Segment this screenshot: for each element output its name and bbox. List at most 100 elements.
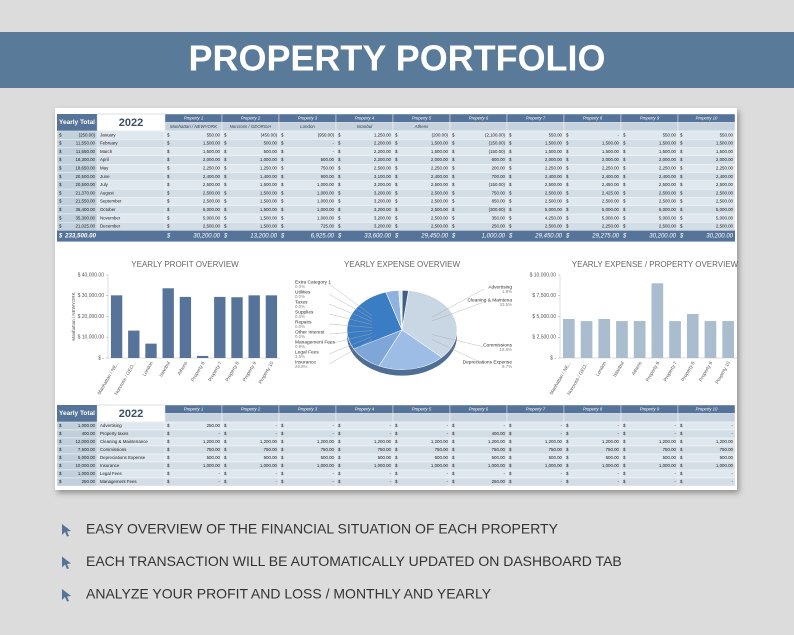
cell-value: 5,000.00 xyxy=(716,215,734,220)
currency-symbol: $ xyxy=(680,479,683,484)
currency-symbol: $ xyxy=(338,471,341,476)
property-name: Property 1 xyxy=(184,406,203,411)
cell-value: - xyxy=(333,141,335,146)
property-total: 29,450.00 xyxy=(420,234,448,240)
currency-symbol: $ xyxy=(680,132,683,137)
currency-symbol: $ xyxy=(224,207,227,212)
cell-value: 5,000.00 xyxy=(716,207,734,212)
currency-symbol: $ xyxy=(59,149,62,154)
cell-value: 2,000.00 xyxy=(716,157,734,162)
currency-symbol: $ xyxy=(622,234,627,240)
currency-symbol: $ xyxy=(623,149,626,154)
currency-symbol: $ xyxy=(452,141,455,146)
property-total: 30,200.00 xyxy=(193,234,220,240)
property-location: Istanbul xyxy=(357,124,373,129)
cell-value: 2,450.00 xyxy=(602,182,620,187)
pie-value-label: 33.5% xyxy=(500,302,513,307)
cell-value: 750.00 xyxy=(321,447,335,452)
currency-symbol: $ xyxy=(338,149,341,154)
currency-symbol: $ xyxy=(224,224,227,229)
currency-symbol: $ xyxy=(59,447,62,452)
currency-symbol: $ xyxy=(395,199,398,204)
cell-value: - xyxy=(732,479,734,484)
bullet-text: ANALYZE YOUR PROFIT AND LOSS / MONTHLY A… xyxy=(86,586,492,602)
property-location-cell xyxy=(677,122,736,132)
row-label: Insurance xyxy=(100,463,120,468)
cell-value: - xyxy=(618,423,620,428)
bar xyxy=(722,321,734,358)
cell-value: 5,000.00 xyxy=(203,215,221,220)
property-name: Property 9 xyxy=(640,406,660,411)
cell-value: 2,500.00 xyxy=(545,199,563,204)
property-location-cell xyxy=(620,413,679,423)
bullet-icon xyxy=(62,524,71,537)
currency-symbol: $ xyxy=(167,463,170,468)
cell-value: 500.00 xyxy=(264,455,278,460)
currency-symbol: $ xyxy=(281,431,284,436)
cell-value: 2,500.00 xyxy=(431,207,449,212)
row-label: November xyxy=(100,215,121,220)
currency-symbol: $ xyxy=(167,149,170,154)
currency-symbol: $ xyxy=(451,234,456,240)
pie-value-label: 3.6% xyxy=(295,354,305,359)
pie-label: Commissions xyxy=(483,342,512,348)
cell-value: 2,250.00 xyxy=(203,166,221,171)
currency-symbol: $ xyxy=(224,166,227,171)
currency-symbol: $ xyxy=(167,182,170,187)
cell-value: 2,500.00 xyxy=(431,215,449,220)
cell-value: - xyxy=(675,423,677,428)
currency-symbol: $ xyxy=(452,471,455,476)
bar xyxy=(669,321,681,358)
currency-symbol: $ xyxy=(508,234,513,240)
row-total: 11,550.00 xyxy=(76,149,96,154)
bullet-icon xyxy=(62,589,71,602)
cell-value: 400.00 xyxy=(492,431,506,436)
cell-value: 725.00 xyxy=(321,224,335,229)
currency-symbol: $ xyxy=(59,199,62,204)
currency-symbol: $ xyxy=(338,431,341,436)
cell-value: - xyxy=(618,431,620,436)
pie-slice xyxy=(398,290,403,331)
currency-symbol: $ xyxy=(338,215,341,220)
currency-symbol: $ xyxy=(452,224,455,229)
property-location-cell xyxy=(221,413,280,423)
y-tick-label: $ 10,000.00 xyxy=(530,272,557,278)
cell-value: 5,000.00 xyxy=(602,215,620,220)
currency-symbol: $ xyxy=(623,471,626,476)
currency-symbol: $ xyxy=(623,132,626,137)
currency-symbol: $ xyxy=(566,431,569,436)
row-label: March xyxy=(100,149,113,154)
bar xyxy=(248,295,260,358)
currency-symbol: $ xyxy=(452,423,455,428)
bar xyxy=(179,296,192,358)
cell-value: - xyxy=(675,479,677,484)
header-total: Yearly Total xyxy=(59,119,95,126)
cell-value: 900.00 xyxy=(321,174,335,179)
currency-symbol: $ xyxy=(680,431,683,436)
cell-value: 1,500.00 xyxy=(431,149,449,154)
leader-line xyxy=(328,293,373,319)
currency-symbol: $ xyxy=(509,423,512,428)
currency-symbol: $ xyxy=(395,207,398,212)
leader-line xyxy=(328,336,373,355)
cell-value: 2,500.00 xyxy=(659,199,677,204)
currency-symbol: $ xyxy=(680,149,683,154)
cell-value: 3,200.00 xyxy=(374,182,392,187)
currency-symbol: $ xyxy=(509,224,512,229)
currency-symbol: $ xyxy=(680,447,683,452)
cell-value: - xyxy=(675,431,677,436)
chart-title: YEARLY EXPENSE OVERVIEW xyxy=(344,260,460,269)
property-name: Property 7 xyxy=(526,406,546,411)
currency-symbol: $ xyxy=(59,439,62,444)
leader-line xyxy=(328,283,373,316)
currency-symbol: $ xyxy=(452,166,455,171)
cell-value: 1,200.00 xyxy=(374,439,392,444)
cell-value: - xyxy=(504,423,506,428)
pie-value-label: 18.8% xyxy=(500,347,513,352)
currency-symbol: $ xyxy=(223,234,228,240)
property-name: Property 8 xyxy=(583,115,603,120)
currency-symbol: $ xyxy=(566,215,569,220)
currency-symbol: $ xyxy=(167,471,170,476)
currency-symbol: $ xyxy=(167,132,170,137)
currency-symbol: $ xyxy=(224,423,227,428)
